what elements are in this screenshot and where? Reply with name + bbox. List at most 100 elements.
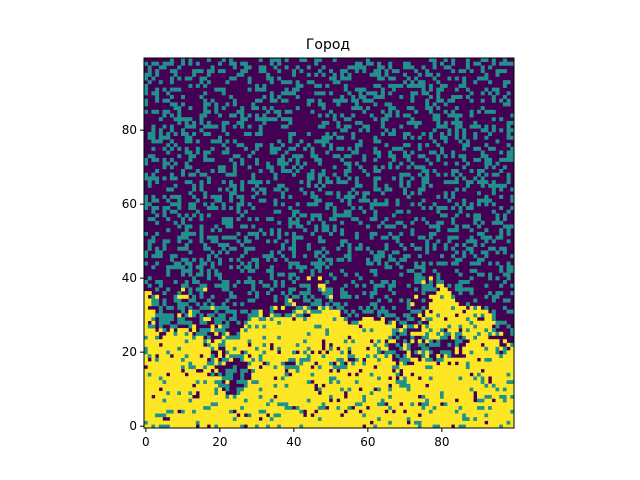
heatmap-cell (240, 183, 245, 188)
heatmap-cell (480, 420, 485, 425)
heatmap-cell (173, 346, 178, 351)
heatmap-cell (181, 169, 185, 173)
heatmap-cell (166, 305, 171, 310)
heatmap-cell (340, 409, 345, 414)
heatmap-cell (477, 391, 481, 395)
heatmap-cell (451, 368, 456, 373)
heatmap-cell (314, 379, 319, 384)
heatmap-cell (377, 346, 382, 351)
heatmap-cell (506, 387, 511, 392)
heatmap-cell (181, 172, 185, 177)
heatmap-cell (218, 398, 222, 403)
heatmap-cell (299, 383, 304, 388)
heatmap-cell (491, 95, 496, 99)
heatmap-cell (325, 287, 330, 292)
heatmap-cell (351, 416, 356, 421)
heatmap-cell (447, 409, 452, 414)
heatmap-cell (277, 379, 282, 384)
heatmap-cell (510, 283, 515, 288)
heatmap-cell (340, 157, 345, 162)
heatmap-cell (462, 146, 467, 151)
heatmap-cell (510, 383, 515, 388)
heatmap-cell (162, 383, 167, 388)
heatmap-cell (188, 383, 193, 388)
heatmap-cell (454, 342, 459, 347)
heatmap-cell (417, 339, 422, 344)
heatmap-cell (258, 383, 263, 388)
heatmap-cell (192, 405, 197, 410)
heatmap-cell (491, 124, 496, 129)
heatmap-cell (347, 124, 352, 129)
heatmap-cell (158, 361, 163, 366)
heatmap-cell (443, 58, 448, 62)
heatmap-cell (329, 376, 333, 381)
heatmap-cell (499, 346, 504, 351)
heatmap-cell (173, 342, 178, 347)
heatmap-cell (184, 409, 189, 414)
heatmap-cell (192, 372, 197, 377)
heatmap-cell (292, 231, 296, 236)
heatmap-cell (214, 387, 219, 392)
heatmap-cell (469, 305, 474, 310)
heatmap-cell (236, 350, 241, 355)
heatmap-cell (454, 124, 459, 129)
heatmap-cell (447, 65, 452, 70)
heatmap-cell (236, 109, 241, 114)
heatmap-cell (247, 317, 252, 321)
heatmap-cell (225, 402, 230, 407)
heatmap-cell (329, 109, 333, 114)
heatmap-cell (295, 320, 300, 325)
heatmap-cell (232, 139, 237, 144)
heatmap-cell (354, 350, 359, 355)
heatmap-cell (343, 272, 348, 277)
heatmap-cell (192, 187, 197, 192)
heatmap-cell (195, 365, 200, 370)
heatmap-cell (384, 69, 389, 74)
heatmap-cell (273, 339, 278, 344)
heatmap-cell (155, 176, 160, 181)
heatmap-cell (240, 268, 245, 273)
heatmap-cell (502, 80, 507, 85)
heatmap-cell (181, 217, 185, 222)
heatmap-cell (225, 342, 230, 347)
heatmap-cell (240, 72, 245, 77)
heatmap-cell (465, 409, 470, 414)
heatmap-cell (292, 72, 296, 77)
heatmap-cell (454, 365, 459, 370)
heatmap-cell (380, 132, 385, 136)
heatmap-cell (454, 387, 459, 392)
heatmap-cell (369, 91, 374, 96)
heatmap-cell (169, 398, 174, 403)
heatmap-cell (340, 180, 345, 185)
heatmap-cell (203, 339, 208, 344)
heatmap-cell (384, 261, 389, 266)
heatmap-cell (391, 157, 396, 162)
heatmap-cell (495, 324, 500, 329)
heatmap-cell (169, 405, 174, 410)
heatmap-cell (436, 387, 441, 392)
heatmap-cell (277, 220, 282, 225)
heatmap-cell (362, 394, 367, 399)
heatmap-cell (195, 169, 200, 173)
heatmap-cell (391, 402, 396, 407)
heatmap-cell (199, 120, 204, 125)
heatmap-cell (177, 342, 182, 347)
heatmap-cell (499, 265, 504, 270)
heatmap-cell (240, 416, 245, 421)
heatmap-cell (188, 309, 193, 314)
heatmap-cell (354, 357, 359, 362)
heatmap-cell (255, 331, 259, 336)
heatmap-cell (451, 379, 456, 384)
heatmap-cell (354, 409, 359, 414)
heatmap-cell (284, 298, 289, 303)
heatmap-cell (395, 405, 400, 410)
heatmap-cell (480, 328, 485, 333)
heatmap-cell (236, 194, 241, 199)
heatmap-cell (428, 324, 433, 329)
heatmap-cell (366, 328, 370, 333)
heatmap-cell (229, 180, 234, 185)
heatmap-cell (247, 202, 252, 207)
heatmap-cell (299, 391, 304, 395)
heatmap-cell (358, 424, 363, 429)
heatmap-cell (391, 305, 396, 310)
